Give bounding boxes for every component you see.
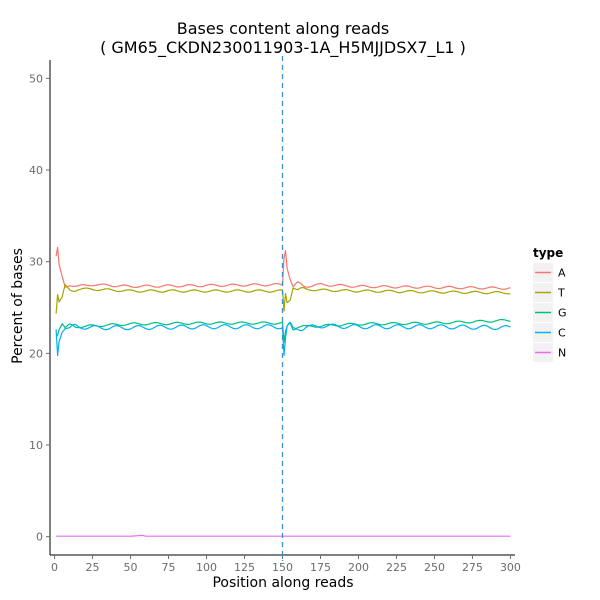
y-tick-label: 30: [29, 256, 43, 269]
x-tick-label: 0: [51, 561, 58, 574]
legend-label-T: T: [557, 287, 565, 300]
x-tick-label: 125: [234, 561, 255, 574]
series-line-T: [55, 283, 511, 314]
x-tick-label: 150: [272, 561, 293, 574]
y-tick-label: 0: [36, 531, 43, 544]
x-axis-label: Position along reads: [212, 575, 353, 591]
x-tick-label: 250: [424, 561, 445, 574]
x-tick-label: 100: [196, 561, 217, 574]
y-tick-label: 40: [29, 164, 43, 177]
x-tick-label: 25: [86, 561, 100, 574]
legend-title: type: [533, 246, 563, 260]
y-axis: 0 10 20 30 40 50: [29, 60, 51, 555]
chart-title: Bases content along reads: [177, 19, 390, 38]
series-layer: [55, 246, 511, 537]
x-tick-label: 275: [462, 561, 483, 574]
legend-label-G: G: [558, 307, 567, 320]
legend-label-C: C: [558, 327, 566, 340]
x-tick-label: 200: [348, 561, 369, 574]
x-tick-label: 75: [162, 561, 176, 574]
legend-label-A: A: [558, 267, 566, 280]
legend-label-N: N: [558, 347, 566, 360]
x-axis: 0 25 50 75 100 125 150 175 200 225 250 275 300: [50, 554, 521, 574]
series-line-A: [55, 246, 511, 290]
y-tick-label: 10: [29, 439, 43, 452]
y-tick-label: 50: [29, 72, 43, 85]
chart-subtitle: ( GM65_CKDN230011903-1A_H5MJJDSX7_L1 ): [100, 38, 466, 58]
x-tick-label: 175: [310, 561, 331, 574]
series-line-N: [56, 534, 511, 537]
x-tick-label: 225: [386, 561, 407, 574]
series-line-C: [55, 321, 511, 357]
y-tick-label: 20: [29, 347, 43, 360]
y-axis-label: Percent of bases: [10, 248, 26, 364]
x-tick-label: 300: [500, 561, 521, 574]
x-tick-label: 50: [124, 561, 138, 574]
